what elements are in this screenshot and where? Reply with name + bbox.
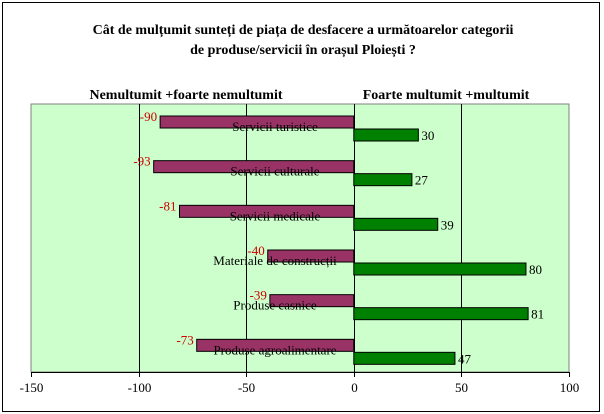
negative-data-label: -93 — [133, 154, 150, 169]
negative-data-label: -39 — [250, 288, 267, 303]
chart-title-line-2: de produse/servicii în orașul Ploiești ? — [190, 43, 416, 58]
category-label: Servicii turistice — [232, 119, 318, 134]
negative-data-label: -73 — [176, 332, 193, 347]
positive-bar — [353, 307, 529, 321]
positive-bar — [353, 128, 419, 142]
positive-data-label: 39 — [441, 217, 454, 232]
negative-bar — [159, 115, 355, 129]
negative-bar — [267, 249, 355, 263]
category-label: Produse agroalimentare — [213, 342, 336, 357]
x-tick-label: -50 — [238, 380, 255, 395]
x-tick-label: -100 — [128, 380, 152, 395]
chart-svg: Cât de mulțumit sunteți de piața de desf… — [20, 23, 580, 395]
category-label: Servicii medicale — [230, 208, 321, 223]
negative-bar — [196, 338, 355, 352]
category-label: Materiale de construcții — [213, 253, 337, 268]
negative-bar — [153, 160, 355, 174]
positive-bar — [353, 262, 527, 276]
x-tick-label: 50 — [455, 380, 468, 395]
negative-bar — [269, 294, 355, 308]
x-tick-label: 0 — [351, 380, 358, 395]
x-tick-label: -150 — [20, 380, 44, 395]
positive-data-label: 27 — [415, 173, 429, 188]
positive-data-label: 30 — [421, 128, 434, 143]
negative-bar — [178, 204, 355, 218]
left-header-label: Nemultumit +foarte nemultumit — [89, 88, 282, 103]
positive-bar — [353, 217, 439, 231]
positive-data-label: 81 — [531, 307, 544, 322]
positive-data-label: 47 — [458, 351, 472, 366]
chart-title-line-1: Cât de mulțumit sunteți de piața de desf… — [93, 23, 514, 38]
negative-data-label: -40 — [247, 243, 264, 258]
plot-background — [30, 103, 570, 373]
positive-bar — [353, 173, 413, 187]
plot-area: -150 -100 -50 0 50 100 Servicii turistice -90 30… — [20, 103, 580, 395]
right-header-label: Foarte multumit +multumit — [363, 88, 530, 103]
x-tick-label: 100 — [560, 380, 580, 395]
category-label: Produse casnice — [233, 298, 317, 313]
negative-data-label: -81 — [159, 198, 176, 213]
category-label: Servicii culturale — [230, 164, 319, 179]
positive-bar — [353, 351, 456, 365]
positive-data-label: 80 — [529, 262, 542, 277]
negative-data-label: -90 — [140, 109, 157, 124]
